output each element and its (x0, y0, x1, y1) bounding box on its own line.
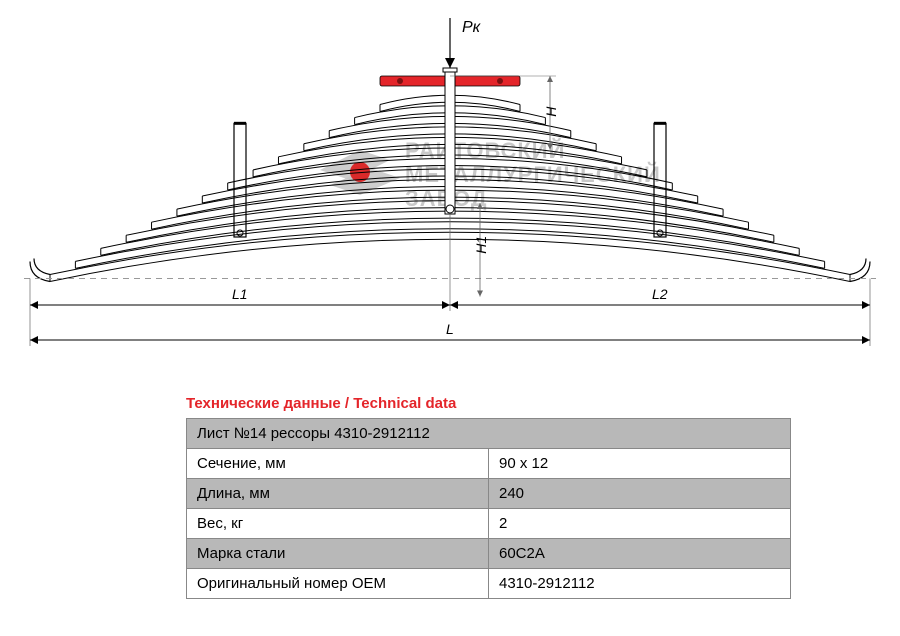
diagram-svg: РАИТОВСКИЙМЕТАЛЛУРГИЧЕСКИЙЗАВОДPкHH1L1L2… (0, 0, 900, 370)
row-label: Оригинальный номер ОЕМ (187, 569, 489, 599)
row-label: Вес, кг (187, 509, 489, 539)
row-label: Марка стали (187, 539, 489, 569)
technical-data-table: Лист №14 рессоры 4310-2912112 Сечение, м… (186, 418, 791, 599)
row-value: 90 x 12 (489, 449, 791, 479)
row-value: 2 (489, 509, 791, 539)
svg-text:L2: L2 (652, 286, 668, 302)
table-row: Марка стали 60С2A (187, 539, 791, 569)
row-value: 4310-2912112 (489, 569, 791, 599)
row-value: 60С2A (489, 539, 791, 569)
svg-text:H: H (543, 106, 559, 117)
svg-text:L1: L1 (232, 286, 248, 302)
table-row: Сечение, мм 90 x 12 (187, 449, 791, 479)
svg-text:H1: H1 (473, 236, 489, 254)
row-value: 240 (489, 479, 791, 509)
svg-text:L: L (446, 321, 454, 337)
row-label: Сечение, мм (187, 449, 489, 479)
table-row: Вес, кг 2 (187, 509, 791, 539)
svg-text:Pк: Pк (462, 19, 482, 36)
table-row: Длина, мм 240 (187, 479, 791, 509)
table-title: Технические данные / Technical data (186, 395, 791, 412)
leaf-spring-diagram: РАИТОВСКИЙМЕТАЛЛУРГИЧЕСКИЙЗАВОДPкHH1L1L2… (0, 0, 900, 370)
technical-data-block: Технические данные / Technical data Лист… (186, 395, 791, 599)
table-row: Оригинальный номер ОЕМ 4310-2912112 (187, 569, 791, 599)
table-header-row: Лист №14 рессоры 4310-2912112 (187, 419, 791, 449)
table-header-cell: Лист №14 рессоры 4310-2912112 (187, 419, 791, 449)
row-label: Длина, мм (187, 479, 489, 509)
